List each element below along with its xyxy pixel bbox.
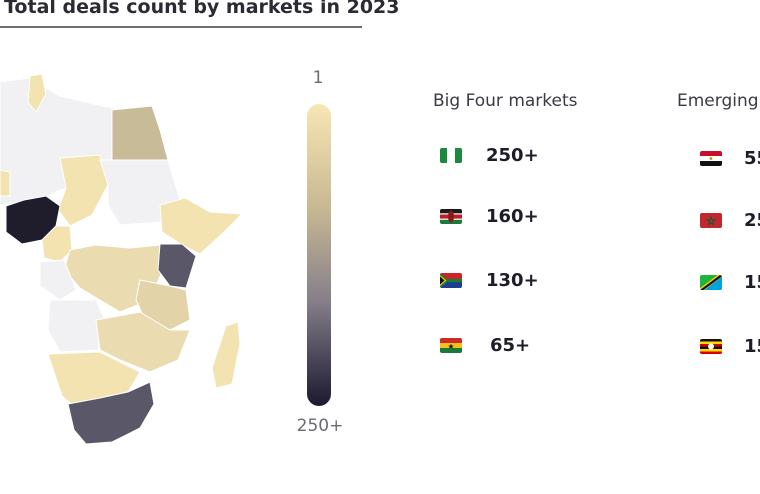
map-region-kenya bbox=[157, 243, 197, 289]
scale-max-label: 250+ bbox=[296, 416, 344, 436]
map-region-west-africa bbox=[0, 169, 11, 197]
uganda-flag-icon bbox=[700, 339, 722, 354]
map-region-south-africa bbox=[67, 381, 155, 445]
map-region-gabon bbox=[39, 259, 77, 301]
morocco-flag-icon bbox=[700, 213, 722, 228]
list-item: 65+ bbox=[440, 335, 530, 356]
list-item: 55 bbox=[700, 148, 760, 169]
ghana-value: 65+ bbox=[490, 335, 531, 356]
morocco-value: 25 bbox=[744, 210, 760, 231]
scale-min-label: 1 bbox=[312, 68, 324, 88]
color-scale-bar bbox=[307, 104, 331, 406]
south-africa-value: 130+ bbox=[486, 270, 539, 291]
chart-title: Total deals count by markets in 2023 bbox=[4, 0, 400, 18]
emerging-heading: Emerging bbox=[677, 91, 759, 111]
tanzania-flag-icon bbox=[700, 275, 722, 290]
uganda-value: 15 bbox=[744, 336, 760, 357]
kenya-flag-icon bbox=[440, 209, 462, 224]
egypt-value: 55 bbox=[744, 148, 760, 169]
list-item: 130+ bbox=[440, 270, 539, 291]
tanzania-value: 15 bbox=[744, 272, 760, 293]
map-region-egypt bbox=[111, 105, 169, 161]
title-underline bbox=[0, 26, 362, 28]
list-item: 250+ bbox=[440, 145, 539, 166]
map-region-ethiopia bbox=[159, 197, 244, 255]
kenya-value: 160+ bbox=[486, 206, 539, 227]
ghana-flag-icon bbox=[440, 338, 462, 353]
map-region-madagascar bbox=[211, 321, 241, 389]
nigeria-value: 250+ bbox=[486, 145, 539, 166]
list-item: 160+ bbox=[440, 206, 539, 227]
map-region-zambia bbox=[95, 311, 191, 373]
egypt-flag-icon bbox=[700, 151, 722, 166]
list-item: 15 bbox=[700, 336, 760, 357]
big-four-heading: Big Four markets bbox=[433, 91, 578, 111]
map-region-morocco bbox=[27, 73, 47, 113]
list-item: 25 bbox=[700, 210, 760, 231]
list-item: 15 bbox=[700, 272, 760, 293]
south-africa-flag-icon bbox=[440, 273, 462, 288]
africa-map bbox=[0, 73, 244, 445]
map-region-sahel bbox=[57, 154, 109, 227]
nigeria-flag-icon bbox=[440, 148, 462, 163]
map-region-angola bbox=[47, 299, 105, 353]
